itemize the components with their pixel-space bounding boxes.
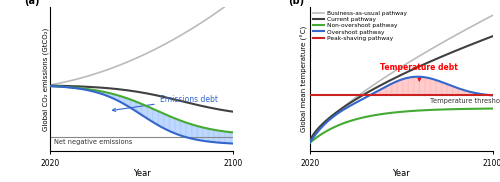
X-axis label: Year: Year [392, 169, 410, 178]
X-axis label: Year: Year [132, 169, 150, 178]
Legend: Business-as-usual pathway, Current pathway, Non-overshoot pathway, Overshoot pat: Business-as-usual pathway, Current pathw… [312, 10, 407, 41]
Y-axis label: Global mean temperature (°C): Global mean temperature (°C) [301, 26, 308, 132]
Text: (b): (b) [288, 0, 304, 6]
Text: Net negative emissions: Net negative emissions [54, 139, 132, 145]
Text: Temperature debt: Temperature debt [380, 63, 458, 81]
Text: (a): (a) [24, 0, 40, 6]
Text: Emissions debt: Emissions debt [112, 95, 218, 111]
Text: Temperature threshold: Temperature threshold [430, 98, 500, 104]
Y-axis label: Global CO₂ emissions (GtCO₂): Global CO₂ emissions (GtCO₂) [42, 27, 48, 131]
